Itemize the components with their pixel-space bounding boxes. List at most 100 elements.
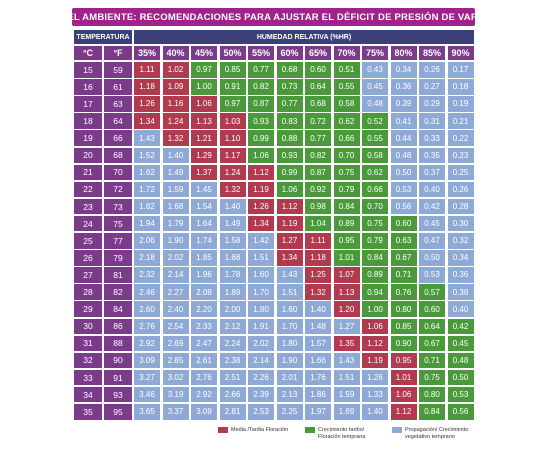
vpd-cell: 1.06 [191,96,217,112]
fahrenheit-cell: 68 [104,147,132,163]
vpd-cell: 1.35 [333,335,360,352]
vpd-cell: 0.94 [362,284,388,300]
vpd-cell: 0.91 [219,79,246,95]
vpd-cell: 0.32 [447,233,474,249]
vpd-cell: 0.42 [419,198,445,215]
vpd-cell: 2.01 [276,369,303,386]
celsius-cell: 25 [74,233,102,249]
celsius-cell: 28 [74,284,102,300]
vpd-cell: 0.66 [333,130,360,146]
vpd-cell: 0.53 [447,386,474,403]
vpd-cell: 1.90 [276,352,303,369]
vpd-cell: 1.48 [305,318,331,334]
vpd-cell: 0.50 [447,369,474,386]
vpd-cell: 1.78 [219,267,246,283]
vpd-cell: 1.70 [248,284,274,300]
vpd-cell: 0.72 [305,113,331,129]
vpd-cell: 0.71 [390,267,417,283]
celsius-cell: 31 [74,335,102,352]
celsius-cell: 34 [74,386,102,403]
vpd-cell: 1.76 [305,369,331,386]
vpd-cell: 0.39 [390,96,417,112]
vpd-cell: 1.06 [390,386,417,403]
vpd-cell: 3.46 [134,386,160,403]
vpd-cell: 2.81 [219,404,246,420]
vpd-cell: 0.84 [362,250,388,266]
vpd-cell: 1.01 [390,369,417,386]
vpd-cell: 0.57 [419,284,445,300]
vpd-cell: 1.27 [333,318,360,334]
celsius-cell: 30 [74,318,102,334]
vpd-cell: 1.70 [276,318,303,334]
vpd-cell: 0.68 [276,62,303,78]
vpd-cell: 0.87 [305,164,331,181]
vpd-cell: 1.43 [134,130,160,146]
celsius-cell: 32 [74,352,102,369]
vpd-cell: 1.10 [219,130,246,146]
vpd-cell: 0.70 [333,147,360,163]
vpd-cell: 0.28 [447,198,474,215]
vpd-cell: 2.02 [248,335,274,352]
celsius-cell: 33 [74,369,102,386]
vpd-cell: 0.79 [333,181,360,198]
vpd-cell: 0.95 [390,352,417,369]
column-header: 45% [191,46,217,60]
vpd-cell: 1.33 [362,386,388,403]
vpd-cell: 0.38 [447,284,474,300]
vpd-cell: 2.18 [134,250,160,266]
vpd-cell: 0.60 [305,62,331,78]
vpd-cell: 0.18 [447,79,474,95]
vpd-cell: 1.21 [191,130,217,146]
vpd-cell: 0.56 [390,198,417,215]
fahrenheit-cell: 88 [104,335,132,352]
vpd-cell: 0.93 [276,147,303,163]
column-header: 55% [248,46,274,60]
vpd-cell: 1.13 [333,284,360,300]
vpd-cell: 3.27 [134,369,160,386]
fahrenheit-cell: 61 [104,79,132,95]
column-header: 65% [305,46,331,60]
vpd-cell: 0.43 [362,62,388,78]
vpd-cell: 1.58 [219,233,246,249]
column-header: 35% [134,46,160,60]
vpd-cell: 3.02 [162,369,189,386]
vpd-cell: 0.99 [248,130,274,146]
vpd-cell: 0.50 [390,164,417,181]
vpd-cell: 0.30 [447,215,474,232]
column-header: 75% [362,46,388,60]
vpd-cell: 2.53 [248,404,274,420]
vpd-cell: 0.66 [362,181,388,198]
vpd-cell: 2.06 [134,233,160,249]
vpd-cell: 1.80 [248,301,274,317]
vpd-cell: 2.92 [134,335,160,352]
column-header: 80% [390,46,417,60]
vpd-cell: 1.49 [162,164,189,181]
vpd-cell: 1.34 [276,250,303,266]
vpd-cell: 0.35 [419,147,445,163]
vpd-cell: 0.25 [447,164,474,181]
fahrenheit-cell: 84 [104,301,132,317]
vpd-cell: 0.19 [447,96,474,112]
celsius-cell: 22 [74,181,102,198]
vpd-cell: 1.42 [248,233,274,249]
vpd-cell: 2.69 [162,335,189,352]
vpd-cell: 1.51 [248,250,274,266]
vpd-cell: 1.06 [276,181,303,198]
vpd-cell: 0.88 [276,130,303,146]
vpd-cell: 1.96 [191,267,217,283]
vpd-cell: 1.59 [162,181,189,198]
vpd-cell: 0.48 [362,96,388,112]
legend-blue: Propagación/ Crecimiento vegetativo temp… [392,427,468,440]
vpd-cell: 1.85 [191,250,217,266]
vpd-cell: 1.34 [134,113,160,129]
vpd-cell: 2.76 [191,369,217,386]
vpd-cell: 0.90 [390,335,417,352]
vpd-cell: 0.52 [362,113,388,129]
celsius-cell: 23 [74,198,102,215]
vpd-cell: 3.09 [191,404,217,420]
vpd-cell: 0.62 [333,113,360,129]
vpd-cell: 3.19 [162,386,189,403]
vpd-cell: 0.80 [390,301,417,317]
vpd-cell: 0.84 [419,404,445,420]
vpd-cell: 1.27 [276,233,303,249]
